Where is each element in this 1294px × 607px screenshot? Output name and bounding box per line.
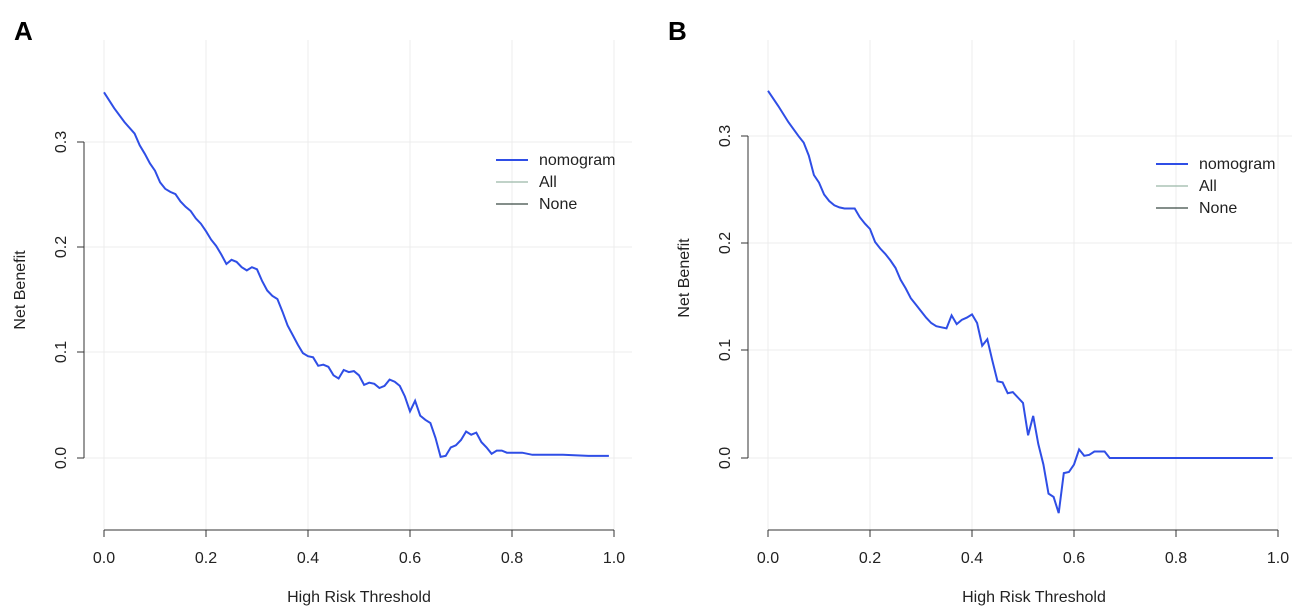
series-nomogram-line	[103, 91, 609, 459]
y-tick-label: 0.3	[53, 131, 70, 153]
x-tick-label: 0.4	[297, 550, 319, 567]
panel-label-b: B	[668, 16, 687, 46]
grid-a	[84, 40, 632, 530]
plot-area-a	[103, 91, 609, 459]
x-tick-label: 0.8	[1165, 550, 1187, 567]
y-tick-label: 0.2	[53, 236, 70, 258]
legend-a: nomogram All None	[496, 152, 615, 213]
x-tick-label: 0.6	[399, 550, 421, 567]
x-tick-label: 0.8	[501, 550, 523, 567]
y-tick-label: 0.0	[53, 447, 70, 469]
y-tick-label: 0.1	[53, 341, 70, 363]
x-tick-label: 0.2	[859, 550, 881, 567]
y-tick-label: 0.1	[717, 339, 734, 361]
legend-label-none: None	[539, 196, 577, 213]
x-tick-label: 0.0	[93, 550, 115, 567]
x-axis-label: High Risk Threshold	[962, 589, 1106, 606]
x-axis-a: 0.0 0.2 0.4 0.6 0.8 1.0 High Risk Thresh…	[93, 529, 625, 606]
x-axis-label: High Risk Threshold	[287, 589, 431, 606]
grid-b	[748, 40, 1292, 530]
legend-label-nomogram: nomogram	[1199, 156, 1275, 173]
x-axis-b: 0.0 0.2 0.4 0.6 0.8 1.0 High Risk Thresh…	[757, 529, 1289, 606]
x-tick-label: 1.0	[1267, 550, 1289, 567]
x-tick-label: 0.6	[1063, 550, 1085, 567]
chart-panel-b: B 0.0 0.2 0.4 0.6 0.8 1.0	[668, 16, 1292, 606]
x-tick-label: 0.0	[757, 550, 779, 567]
y-tick-label: 0.0	[717, 447, 734, 469]
chart-panel-a: A 0.0 0.2 0.4 0.6 0.8 1.0	[12, 16, 632, 606]
x-tick-label: 1.0	[603, 550, 625, 567]
legend-label-all: All	[539, 174, 557, 191]
y-tick-label: 0.2	[717, 232, 734, 254]
y-axis-a: 0.0 0.1 0.2 0.3 Net Benefit	[12, 131, 85, 469]
legend-label-all: All	[1199, 178, 1217, 195]
y-axis-b: 0.0 0.1 0.2 0.3 Net Benefit	[676, 125, 749, 469]
series-nomogram-line	[767, 90, 1273, 514]
plot-area-b	[767, 90, 1273, 514]
y-axis-label: Net Benefit	[676, 238, 693, 318]
y-axis-label: Net Benefit	[12, 250, 29, 330]
legend-label-none: None	[1199, 200, 1237, 217]
x-tick-label: 0.4	[961, 550, 983, 567]
legend-b: nomogram All None	[1156, 156, 1275, 217]
legend-label-nomogram: nomogram	[539, 152, 615, 169]
x-tick-label: 0.2	[195, 550, 217, 567]
panel-label-a: A	[14, 16, 33, 46]
y-tick-label: 0.3	[717, 125, 734, 147]
